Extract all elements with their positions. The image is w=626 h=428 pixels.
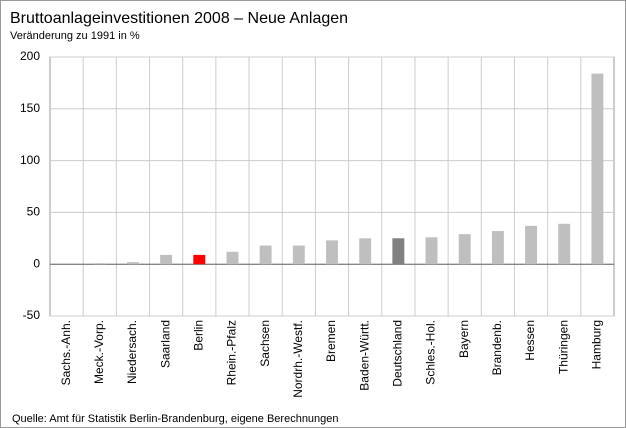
bar [458,234,471,265]
bar [359,238,372,265]
y-tick-label: 0 [33,256,40,270]
bar [259,245,272,265]
x-tick-label: Thüringen [556,320,570,374]
bar [491,231,504,265]
chart-subtitle: Veränderung zu 1991 in % [10,30,140,42]
bar [558,223,571,265]
bar [392,238,405,265]
bar [326,240,338,265]
x-tick-label: Berlin [191,320,205,351]
x-tick-label: Sachsen [258,320,272,367]
bar [292,245,305,265]
x-tick-label: Schles.-Hol. [424,320,438,385]
x-tick-label: Deutschland [391,320,405,387]
bar [591,73,604,265]
x-tick-label: Sachs.-Anh. [59,320,73,385]
x-tick-label: Baden-Württ. [357,320,371,391]
bar [525,225,538,265]
bar [126,262,139,265]
bar [160,254,173,265]
x-tick-label: Bayern [457,320,471,358]
y-tick-label: 200 [20,49,40,63]
source: Quelle: Amt für Statistik Berlin-Branden… [12,413,339,425]
bar [425,237,438,265]
x-tick-label: Hessen [523,320,537,361]
x-tick-label: Nordrh.-Westf. [291,320,305,398]
y-tick-label: 100 [20,153,40,167]
bar [226,251,239,265]
bar [93,263,106,265]
x-tick-label: Niedersach. [125,320,139,384]
x-tick-label: Rhein.-Pfalz [225,320,239,385]
bar [193,254,206,265]
x-tick-label: Hamburg [590,320,604,369]
y-tick-label: 50 [27,205,41,219]
x-tick-label: Brandenb. [490,320,504,375]
y-tick-label: -50 [23,308,41,322]
x-tick-label: Meck.-Vorp. [92,320,106,384]
x-tick-label: Saarland [158,320,172,368]
x-tick-label: Bremen [324,320,338,362]
chart-title: Bruttoanlageinvestitionen 2008 – Neue An… [10,10,348,27]
y-tick-label: 150 [20,101,40,115]
